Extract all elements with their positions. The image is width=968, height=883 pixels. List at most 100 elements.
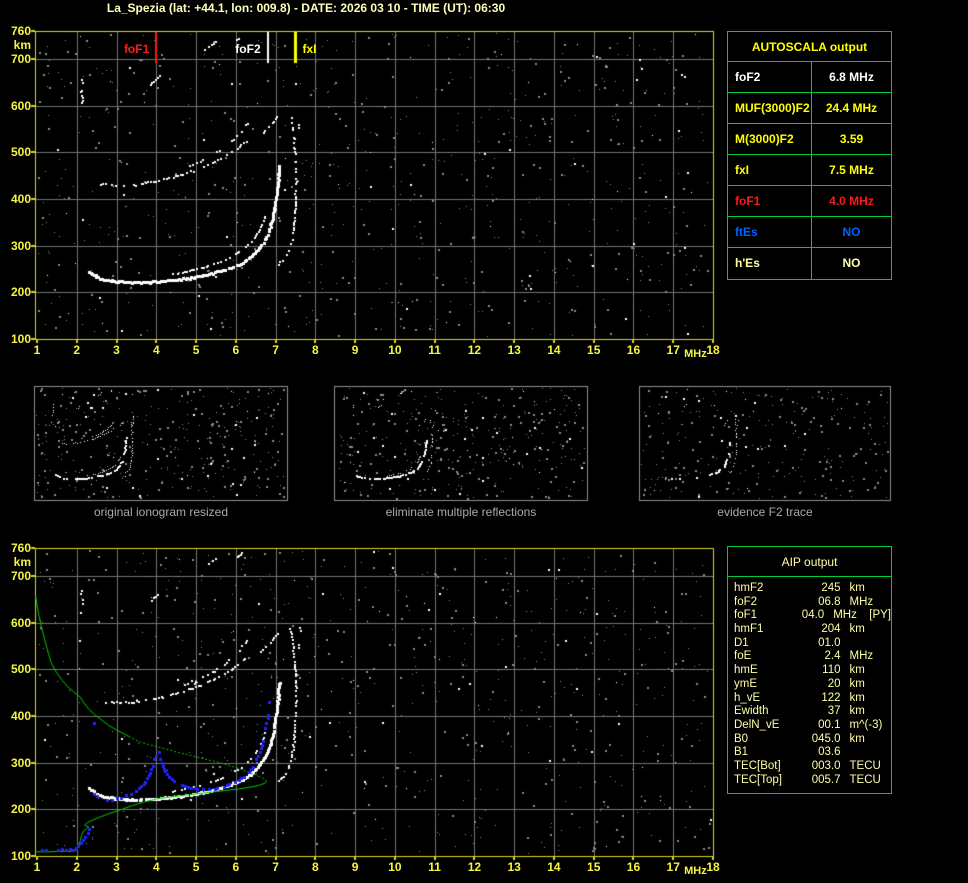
x-tick-label: 2 [73,860,81,874]
aip-row-extra [885,719,891,733]
aip-output-table: AIP output hmF2 245 km foF2 06.8 MHz foF1 04.0 M… [727,546,892,794]
x-tick-label: 5 [192,343,200,357]
aip-row-value: 204 [821,623,841,636]
aip-row-DelN_vE: DelN_vE 00.1 m^(-3) [728,719,891,733]
aip-row-extra [885,623,891,637]
y-tick-label: 100 [10,332,31,346]
aip-row-value: 37 [827,705,841,718]
aip-row-label: hmF2 [734,582,764,594]
aip-row-label: ymE [734,677,757,690]
aip-row-hmF2: hmF2 245 km [728,582,891,596]
x-tick-label: 15 [587,860,601,874]
aip-row-value: 045.0 [811,732,841,745]
aip-row-unit [841,637,886,651]
x-tick-label: 9 [351,860,359,874]
x-tick-label: 3 [113,860,120,874]
page-title: La_Spezia (lat: +44.1, lon: 009.8) - DAT… [106,1,506,15]
thumbnail-caption-eliminate: eliminate multiple reflections [385,505,537,519]
marker-label-foF2: foF2 [235,42,261,56]
x-tick-label: 15 [587,343,601,357]
aip-row-label: hmF1 [734,623,764,636]
aip-row-foF2: foF2 06.8 MHz [728,596,891,610]
x-tick-label: 14 [547,860,561,874]
aip-row-D1: D1 01.0 [728,637,891,651]
aip-row-extra [885,705,891,719]
x-tick-label: 4 [152,343,160,357]
aip-row-h_vE: h_vE 122 km [728,692,891,706]
aip-row-value: 03.6 [818,746,841,759]
x-tick-label: 7 [272,860,279,874]
aip-row-label: hmE [734,664,758,677]
x-tick-label: 1 [33,860,41,874]
x-tick-label: 12 [467,343,482,357]
aip-row-unit: TECU [849,773,881,786]
x-tick-label: 7 [272,343,279,357]
y-tick-label: 700 [10,569,31,583]
y-tick-label: 600 [10,98,31,113]
autoscala-row-h'Es: h'Es NO [728,248,891,279]
aip-row-B0: B0 045.0 km [728,733,891,747]
aip-row-unit: m^(-3) [849,718,883,731]
aip-row-B1: B1 03.6 [728,746,891,760]
autoscala-row-label: fxI [728,155,812,185]
x-tick-label: 17 [666,860,680,874]
aip-row-value: 245 [821,582,841,594]
aip-row-extra: [PY] [869,609,891,622]
aip-row-value: 04.0 [801,609,825,622]
aip-row-unit: MHz [849,650,874,663]
y-tick-label: 300 [10,238,31,253]
aip-row-value: 005.7 [811,773,841,786]
autoscala-row-ftEs: ftEs NO [728,217,891,248]
y-tick-label: 760 [10,541,31,555]
aip-row-extra [885,746,891,760]
aip-row-extra [885,760,891,774]
aip-table-rows: hmF2 245 km foF2 06.8 MHz foF1 04.0 MHz [PY] hmF1 2… [728,577,891,787]
aip-row-label: B1 [734,746,749,759]
y-tick-label: 500 [10,662,31,677]
aip-row-value: 20 [827,677,841,690]
aip-row-value: 110 [822,664,841,677]
aip-row-label: DelN_vE [734,718,780,731]
aip-row-extra [885,596,891,610]
aip-row-label: foF2 [734,595,758,608]
x-tick-label: 16 [626,860,641,874]
x-tick-label: 18 [706,860,720,874]
aip-row-unit [841,746,886,760]
aip-row-extra [885,678,891,692]
x-tick-label: 11 [428,343,441,357]
y-tick-label: 300 [10,755,31,770]
y-axis-unit-label: km [13,555,31,569]
x-tick-label: 11 [428,860,441,874]
y-tick-label: 600 [10,615,31,630]
aip-row-label: foF1 [734,609,758,622]
autoscala-row-value: 7.5 MHz [829,163,874,177]
autoscala-row-foF1: foF1 4.0 MHz [728,186,891,217]
autoscala-row-label: MUF(3000)F2 [728,93,812,123]
x-tick-label: 3 [113,343,120,357]
thumbnail-caption-original: original ionogram resized [93,505,229,519]
aip-row-label: h_vE [734,691,761,704]
aip-row-label: Ewidth [734,705,769,718]
x-tick-label: 10 [388,860,402,874]
aip-row-extra [885,774,891,788]
aip-row-foE: foE 2.4 MHz [728,650,891,664]
x-tick-label: 5 [192,860,200,874]
autoscala-row-M(3000)F2: M(3000)F2 3.59 [728,124,891,155]
aip-row-unit: km [849,664,865,677]
x-tick-label: 2 [73,343,81,357]
x-tick-label: 17 [666,343,680,357]
marker-label-foF1: foF1 [123,42,150,56]
aip-row-unit: TECU [849,759,881,772]
aip-row-unit: km [849,623,865,636]
aip-row-ymE: ymE 20 km [728,678,891,692]
x-axis-unit-label: MHz [684,348,707,360]
aip-row-value: 2.4 [824,650,841,663]
autoscala-row-label: foF2 [728,62,812,92]
x-axis-unit-label: MHz [684,865,707,877]
x-tick-label: 1 [33,343,41,357]
aip-row-label: foE [734,650,752,663]
aip-row-value: 122 [821,691,841,704]
y-tick-label: 760 [10,24,31,38]
aip-row-extra [885,692,891,706]
